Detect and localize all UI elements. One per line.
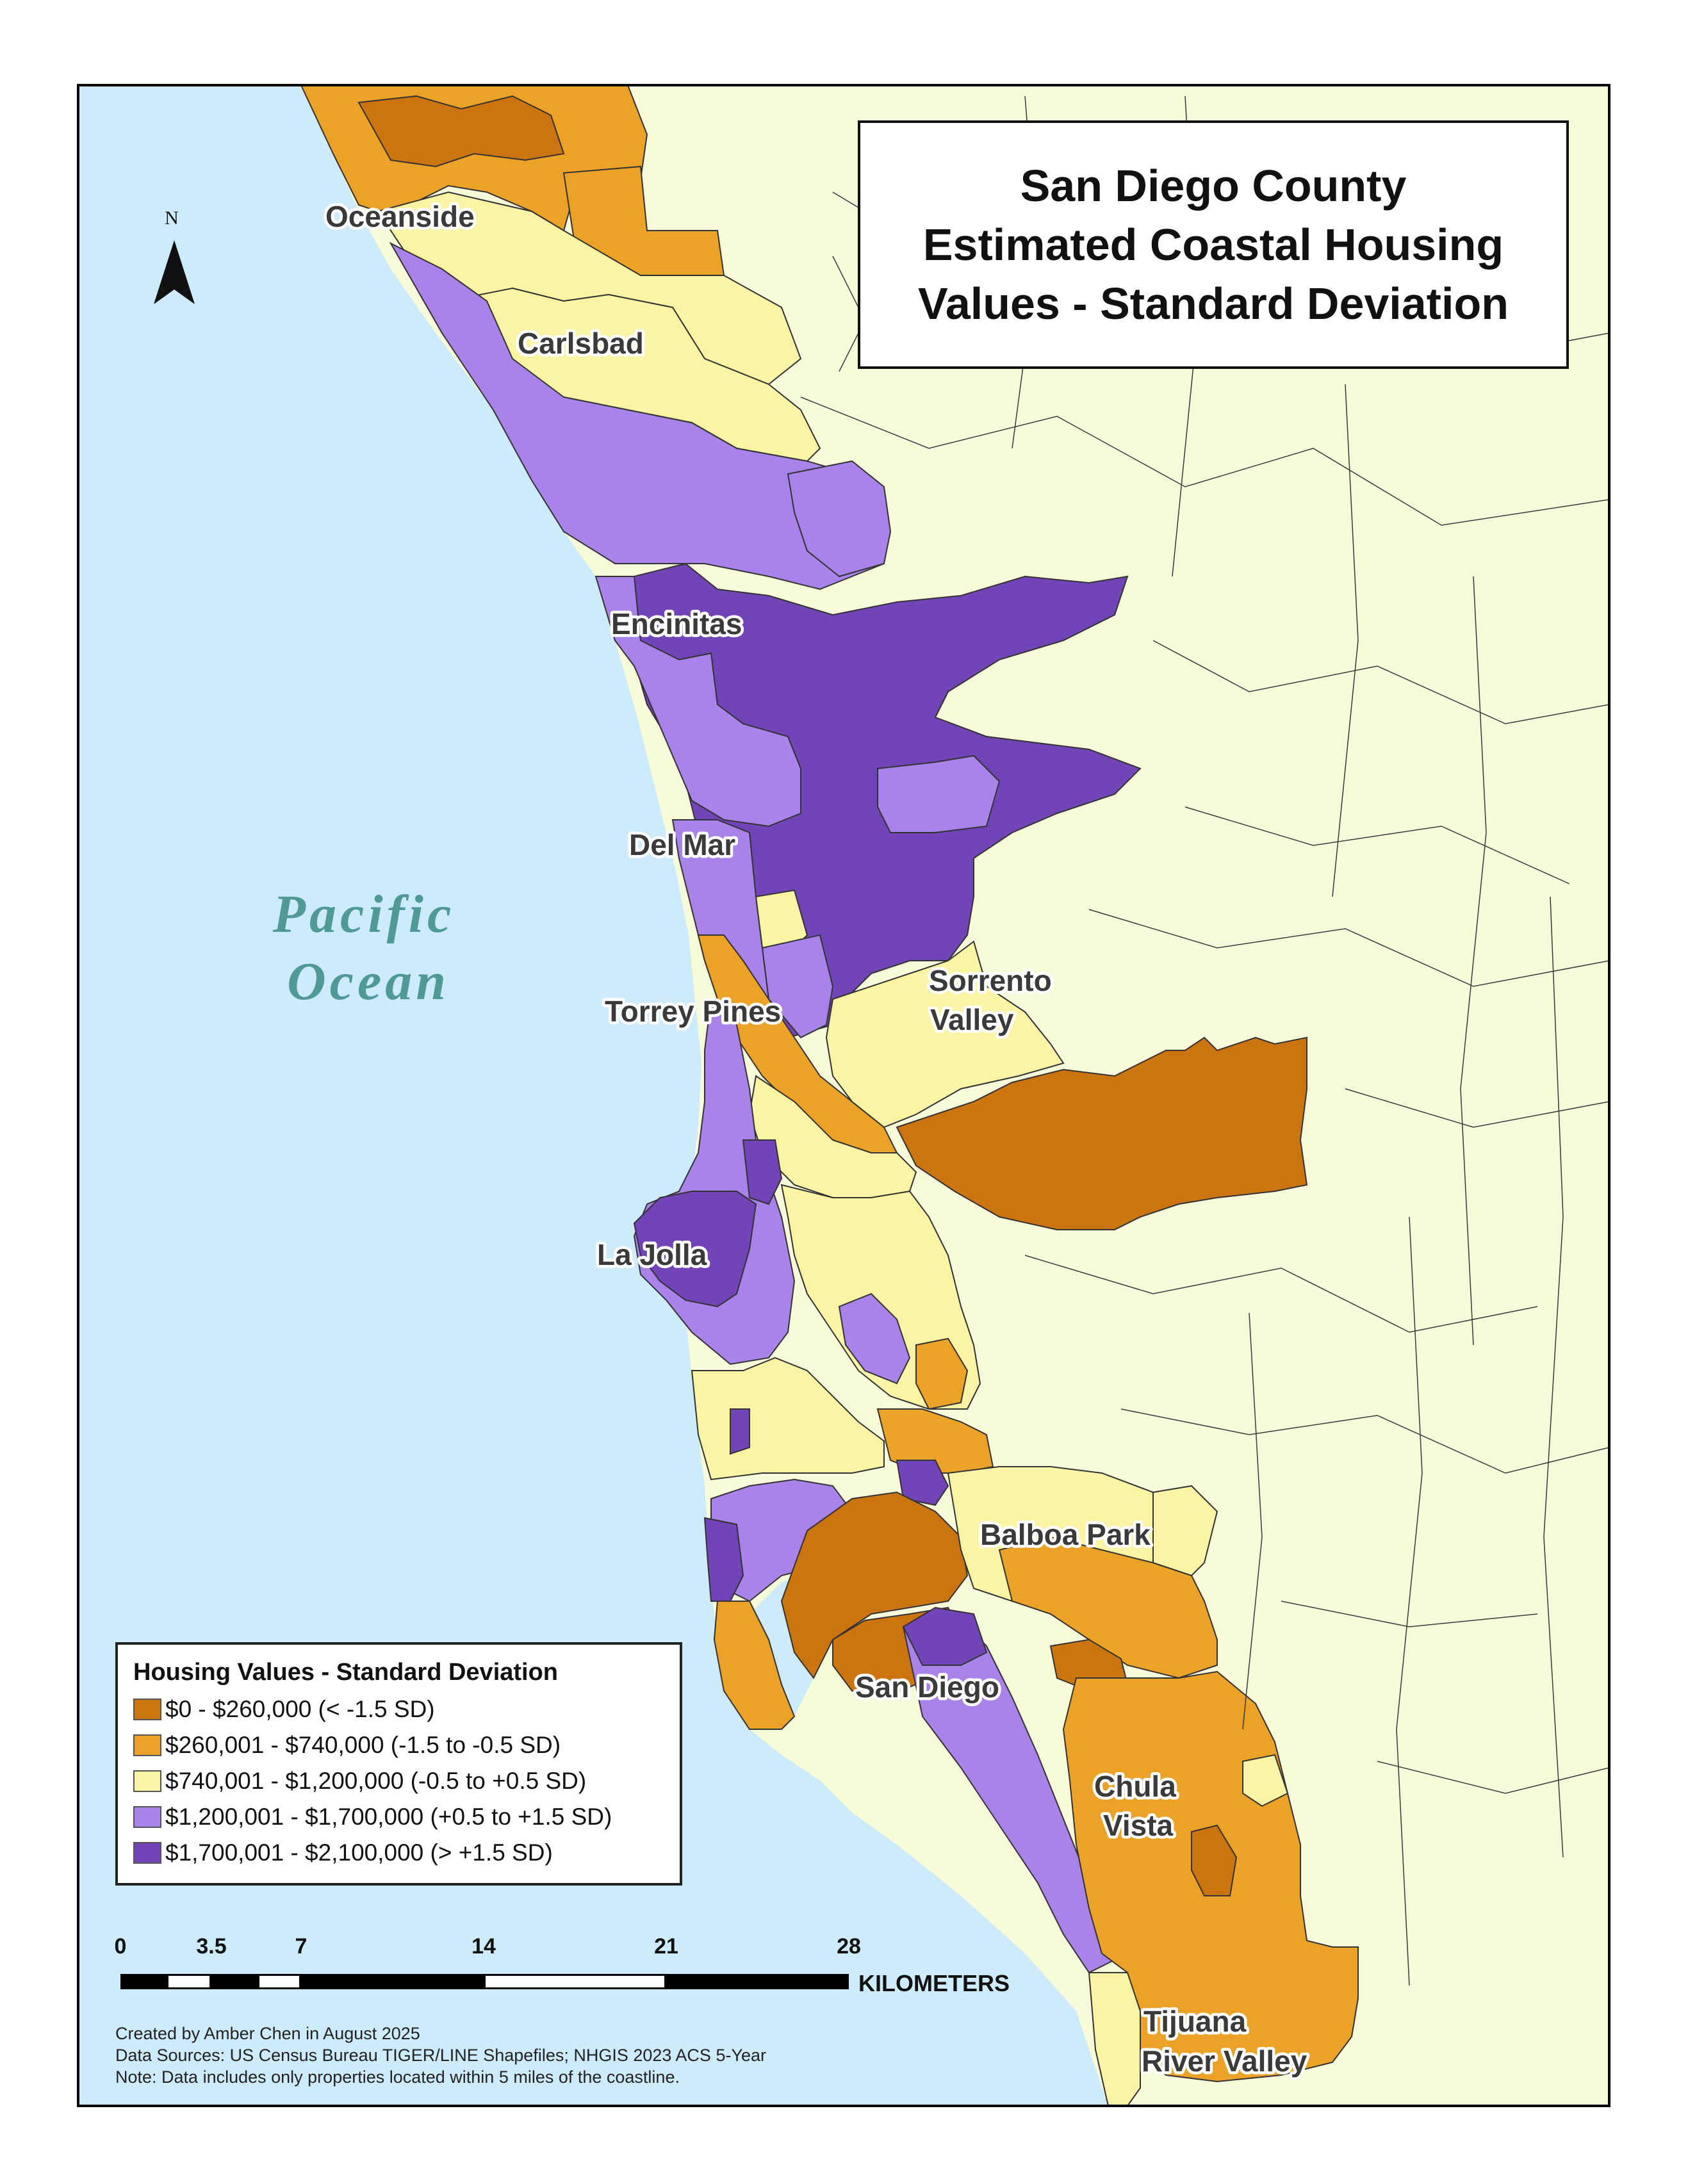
place-label-delmar: Del Mar	[629, 828, 735, 861]
place-label-tijuana-line2: River Valley	[1142, 2044, 1307, 2078]
place-label-sorrento-line2: Valley	[930, 1003, 1014, 1036]
map-title-box: San Diego County Estimated Coastal Housi…	[858, 120, 1569, 369]
scale-tick: 0	[114, 1934, 127, 1959]
map-area	[78, 85, 1610, 2107]
zone-coronado-dark-2	[902, 1606, 988, 1666]
place-label-chula-line1: Chula	[1094, 1770, 1176, 1803]
scale-unit: KILOMETERS	[858, 1970, 1010, 1996]
legend-label: $1,200,001 - $1,700,000 (+0.5 to +1.5 SD…	[165, 1804, 612, 1830]
scale-segment	[167, 1974, 211, 1989]
map-title-line1: San Diego County	[1020, 161, 1407, 211]
legend-label: $740,001 - $1,200,000 (-0.5 to +0.5 SD)	[165, 1768, 587, 1794]
zone-sorrento-yellow	[825, 940, 1065, 1129]
legend-label: $260,001 - $740,000 (-1.5 to -0.5 SD)	[165, 1732, 561, 1758]
scale-bar: 0 3.5 7 14 21 28 KILOMETERS	[115, 1934, 1044, 1998]
map-title-line3: Values - Standard Deviation	[918, 279, 1509, 329]
legend: Housing Values - Standard Deviation $0 -…	[115, 1642, 682, 1886]
zone-miramar-dark	[896, 1036, 1308, 1230]
scale-tick: 14	[471, 1934, 496, 1959]
legend-swatch	[133, 1699, 161, 1720]
map-title: San Diego County Estimated Coastal Housi…	[918, 156, 1509, 333]
map-title-line2: Estimated Coastal Housing	[922, 220, 1504, 270]
ocean-label-line1: Pacific	[272, 884, 455, 944]
zone-pointloma-orange	[713, 1601, 796, 1730]
place-label-chula-line2: Vista	[1103, 1809, 1174, 1842]
zone-linda-dark	[896, 1460, 949, 1506]
legend-swatch	[133, 1842, 161, 1864]
map-frame-border	[77, 84, 1610, 2107]
credit-note: Note: Data includes only properties loca…	[115, 2067, 680, 2087]
zone-chula-dark	[1191, 1824, 1238, 1896]
legend-title: Housing Values - Standard Deviation	[133, 1659, 559, 1686]
place-label-sandiego: San Diego	[855, 1670, 999, 1704]
place-label-carlsbad: Carlsbad	[518, 327, 644, 360]
zone-southeast-orange	[998, 1536, 1218, 1679]
zone-clairemont-purple	[838, 1292, 911, 1385]
zone-tijuana-yellow	[1088, 1972, 1141, 2107]
legend-item: $740,001 - $1,200,000 (-0.5 to +0.5 SD)	[133, 1763, 664, 1799]
legend-item: $0 - $260,000 (< -1.5 SD)	[133, 1691, 664, 1727]
zone-oceanside-dark	[357, 95, 565, 168]
scale-tick: 7	[295, 1934, 307, 1959]
zone-carlsbad-purple-east	[787, 460, 892, 578]
legend-label: $1,700,001 - $2,100,000 (> +1.5 SD)	[165, 1839, 553, 1866]
scale-tick: 21	[654, 1934, 678, 1959]
scale-segment	[120, 1974, 167, 1989]
place-label-lajolla: La Jolla	[597, 1238, 707, 1271]
zone-torrey-purple	[761, 934, 834, 1039]
place-label-torreypines: Torrey Pines	[605, 995, 781, 1028]
credit-sources: Data Sources: US Census Bureau TIGER/LIN…	[115, 2046, 767, 2065]
north-arrow-icon	[154, 240, 195, 304]
legend-swatch	[133, 1806, 161, 1828]
ocean-label-line2: Ocean	[287, 952, 450, 1011]
zone-lajolla-dark	[633, 1191, 757, 1308]
scale-segment	[301, 1974, 484, 1989]
scale-tick: 3.5	[196, 1934, 227, 1959]
north-arrow: N	[141, 205, 199, 307]
scale-segment	[211, 1974, 258, 1989]
place-label-encinitas: Encinitas	[611, 607, 742, 640]
legend-swatch	[133, 1770, 161, 1792]
credit-author: Created by Amber Chen in August 2025	[115, 2024, 420, 2043]
legend-label: $0 - $260,000 (< -1.5 SD)	[165, 1696, 435, 1722]
scale-segment	[258, 1974, 301, 1989]
zone-chula-yellow	[1242, 1754, 1289, 1807]
zone-pb-dark	[730, 1408, 750, 1455]
place-label-tijuana-line1: Tijuana	[1143, 2005, 1247, 2038]
legend-item: $260,001 - $740,000 (-1.5 to -0.5 SD)	[133, 1727, 664, 1763]
scale-tick: 28	[837, 1934, 861, 1959]
legend-item: $1,700,001 - $2,100,000 (> +1.5 SD)	[133, 1835, 664, 1871]
scale-segment	[666, 1974, 849, 1989]
scale-segment	[484, 1974, 666, 1989]
legend-item: $1,200,001 - $1,700,000 (+0.5 to +1.5 SD…	[133, 1799, 664, 1835]
place-label-sorrento-line1: Sorrento	[929, 964, 1052, 997]
north-arrow-label: N	[165, 208, 179, 229]
zone-lajolla-dark-2	[742, 1139, 783, 1205]
place-label-balboapark: Balboa Park	[980, 1518, 1151, 1551]
zone-solana-purple	[877, 754, 1001, 833]
zone-encinitas-purple	[594, 576, 801, 827]
zone-downtown-dark	[780, 1491, 969, 1679]
zone-clairemont-orange	[915, 1337, 969, 1410]
place-label-oceanside: Oceanside	[325, 200, 475, 233]
map-credits: Created by Amber Chen in August 2025 Dat…	[115, 2023, 1140, 2088]
pacific-ocean	[78, 85, 1108, 2106]
zone-east-yellow	[1152, 1485, 1218, 1577]
legend-swatch	[133, 1734, 161, 1756]
